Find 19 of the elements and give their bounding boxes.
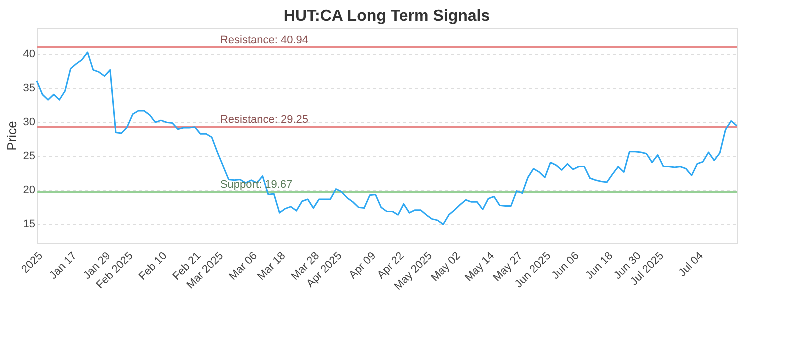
x-tick-label: Jan 17: [48, 250, 80, 282]
ref-line-label: Resistance: 40.94: [220, 34, 309, 46]
x-tick-label: Mar 18: [256, 250, 288, 283]
y-tick-label: 20: [23, 184, 36, 196]
x-tick-label: Apr 09: [347, 250, 379, 282]
x-tick-label: Jul 04: [676, 250, 706, 280]
y-tick-label: 15: [23, 218, 36, 230]
ref-line-label: Resistance: 29.25: [220, 114, 309, 126]
chart-title: HUT:CA Long Term Signals: [284, 8, 490, 25]
y-tick-label: 35: [23, 82, 36, 94]
ref-line-label: Support: 19.67: [220, 179, 293, 192]
x-tick-label: Jun 18: [584, 250, 616, 282]
x-tick-label: Feb 10: [136, 250, 170, 283]
y-tick-label: 25: [23, 150, 36, 162]
y-tick-label: 40: [23, 48, 36, 60]
line-series: [36, 52, 738, 226]
y-tick-label: 30: [23, 116, 36, 128]
x-tick-label: Jun 06: [550, 250, 582, 282]
y-axis-title: Price: [4, 121, 20, 151]
